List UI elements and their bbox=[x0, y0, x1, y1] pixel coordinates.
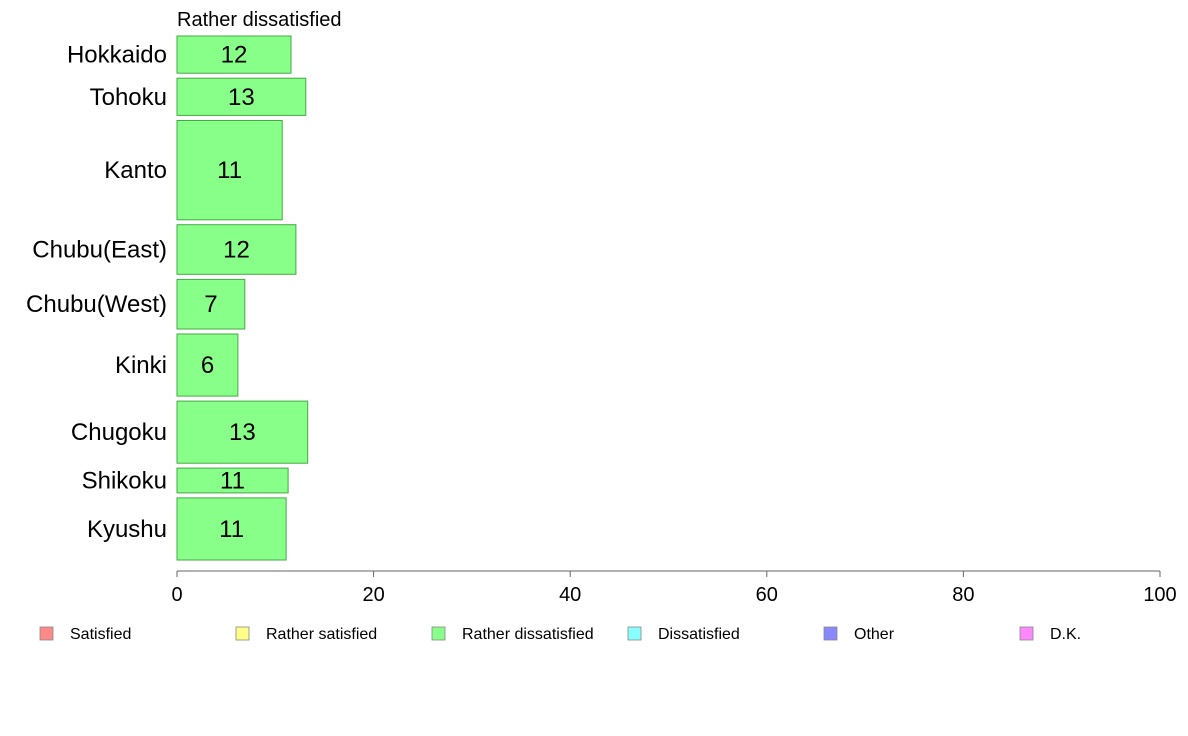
x-tick-label: 0 bbox=[171, 584, 182, 606]
bar-shikoku bbox=[176, 467, 289, 494]
category-label-shikoku: Shikoku bbox=[82, 468, 167, 495]
value-label-tohoku: 13 bbox=[228, 84, 255, 111]
x-tick-label: 20 bbox=[362, 584, 384, 606]
category-label-tohoku: Tohoku bbox=[90, 84, 167, 111]
legend-swatch-satisfied bbox=[39, 626, 54, 641]
value-label-chugoku: 13 bbox=[229, 419, 256, 446]
legend-swatch-other bbox=[823, 626, 838, 641]
legend-label-rather-dissatisfied: Rather dissatisfied bbox=[462, 626, 594, 643]
legend-label-satisfied: Satisfied bbox=[70, 626, 131, 643]
value-label-shikoku: 11 bbox=[220, 468, 245, 495]
x-tick-label: 100 bbox=[1143, 584, 1176, 606]
legend-label-d-k: D.K. bbox=[1050, 626, 1081, 643]
legend-swatch-d-k bbox=[1019, 626, 1034, 641]
value-label-kanto: 11 bbox=[217, 157, 242, 184]
bar-tohoku bbox=[176, 77, 307, 116]
value-label-kinki: 6 bbox=[201, 352, 214, 379]
category-label-hokkaido: Hokkaido bbox=[67, 42, 167, 69]
panel-title: Rather dissatisfied bbox=[177, 9, 342, 31]
category-label-kinki: Kinki bbox=[115, 352, 167, 379]
legend: Satisfied Rather satisfied Rather dissatis… bbox=[39, 626, 1081, 643]
category-label-chugoku: Chugoku bbox=[71, 419, 167, 446]
x-tick-label: 80 bbox=[952, 584, 974, 606]
bar-kanto bbox=[176, 120, 283, 221]
value-label-hokkaido: 12 bbox=[221, 42, 248, 69]
x-axis: 0 20 40 60 80 100 bbox=[171, 570, 1177, 606]
bar-kinki bbox=[176, 333, 239, 397]
bar-chubu-west bbox=[176, 278, 246, 330]
bar-chubu-east bbox=[176, 224, 297, 275]
legend-label-other: Other bbox=[854, 626, 895, 643]
legend-label-dissatisfied: Dissatisfied bbox=[658, 626, 740, 643]
category-label-kanto: Kanto bbox=[104, 157, 167, 184]
category-label-chubu-west: Chubu(West) bbox=[26, 291, 167, 318]
bar-hokkaido bbox=[176, 35, 292, 74]
legend-label-rather-satisfied: Rather satisfied bbox=[266, 626, 377, 643]
bar-chugoku bbox=[176, 400, 309, 464]
value-label-kyushu: 11 bbox=[219, 516, 244, 543]
legend-swatch-rather-satisfied bbox=[235, 626, 250, 641]
value-label-chubu-east: 12 bbox=[223, 237, 250, 264]
value-label-chubu-west: 7 bbox=[204, 291, 217, 318]
x-tick-label: 60 bbox=[756, 584, 778, 606]
legend-swatch-rather-dissatisfied bbox=[431, 626, 446, 641]
bars-group: Hokkaido 12 Tohoku 13 Kanto 11 Chubu(East) 12 Ch… bbox=[26, 35, 309, 561]
x-tick-label: 40 bbox=[559, 584, 581, 606]
bar-kyushu bbox=[176, 497, 287, 561]
category-label-kyushu: Kyushu bbox=[87, 516, 167, 543]
category-label-chubu-east: Chubu(East) bbox=[32, 237, 167, 264]
legend-swatch-dissatisfied bbox=[627, 626, 642, 641]
